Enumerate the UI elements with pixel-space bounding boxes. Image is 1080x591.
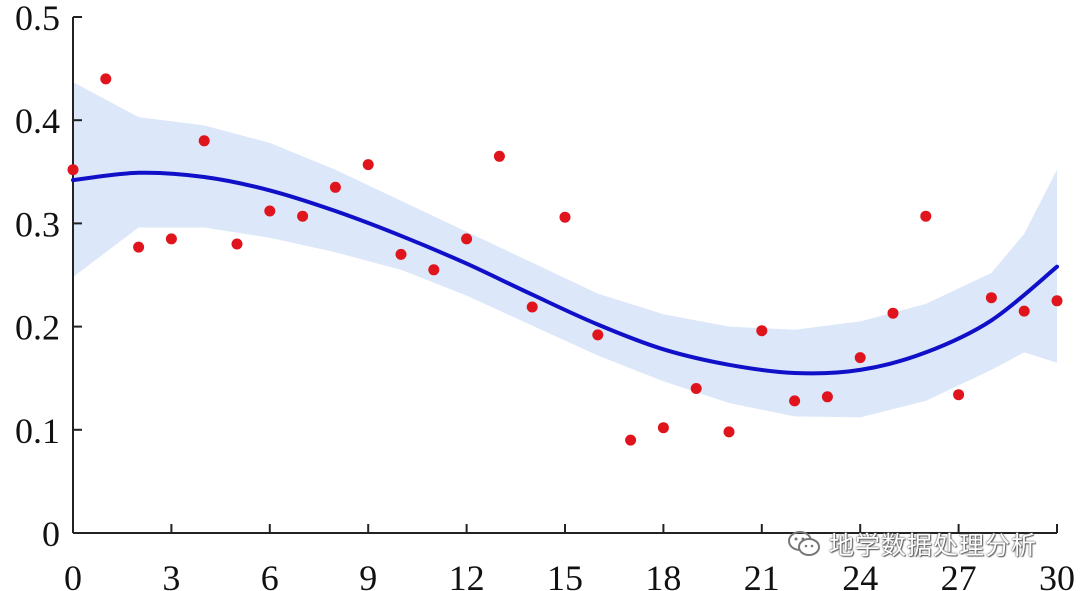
data-point — [428, 264, 440, 276]
x-tick-label: 24 — [842, 558, 878, 591]
confidence-band — [73, 82, 1057, 418]
data-point — [985, 292, 997, 304]
data-point — [821, 391, 833, 403]
data-point — [625, 434, 637, 446]
data-point — [264, 205, 276, 217]
axes — [72, 16, 1058, 534]
fit-line — [71, 170, 1059, 376]
y-tick-label: 0.4 — [15, 101, 60, 141]
data-point — [231, 238, 243, 250]
x-tick-label: 21 — [744, 558, 780, 591]
data-point — [297, 210, 309, 222]
data-points-layer — [67, 73, 1063, 446]
x-tick-label: 15 — [547, 558, 583, 591]
data-point — [493, 150, 505, 162]
y-tick-label: 0.1 — [15, 411, 60, 451]
tick-labels: 0 3 6 9 12 15 18 21 24 27 30 0 0.1 0.2 0.3 0.4 0.5 — [15, 0, 1075, 591]
fit-line-layer — [71, 170, 1059, 376]
y-tick-label: 0 — [42, 514, 60, 554]
watermark-text: 地学数据处理分析 — [829, 531, 1038, 560]
data-point — [526, 301, 538, 313]
data-point — [690, 383, 702, 394]
data-point — [657, 422, 669, 434]
x-tick-label: 6 — [261, 558, 279, 591]
data-point — [198, 135, 210, 147]
data-point — [887, 307, 899, 319]
data-point — [165, 233, 177, 245]
data-point — [592, 329, 604, 341]
data-point — [1018, 305, 1030, 317]
data-point — [756, 325, 768, 337]
data-point — [329, 181, 341, 193]
data-point — [133, 241, 145, 253]
x-tick-label: 18 — [645, 558, 681, 591]
data-point — [920, 210, 932, 222]
data-point — [559, 211, 571, 223]
confidence-band-layer — [73, 82, 1057, 418]
data-point — [953, 389, 965, 401]
data-point — [789, 395, 801, 407]
x-tick-label: 12 — [449, 558, 485, 591]
data-point — [461, 233, 473, 245]
x-tick-label: 27 — [941, 558, 977, 591]
watermark: 地学数据处理分析 — [787, 524, 1037, 564]
wechat-icon — [788, 531, 820, 556]
data-point — [395, 248, 407, 260]
data-point — [1051, 295, 1063, 307]
y-tick-label: 0.5 — [15, 0, 60, 38]
x-tick-label: 9 — [359, 558, 377, 591]
data-point — [100, 73, 112, 85]
data-point — [362, 159, 374, 171]
x-tick-label: 0 — [64, 558, 82, 591]
y-tick-label: 0.3 — [15, 204, 60, 244]
x-tick-label: 3 — [162, 558, 180, 591]
data-point — [723, 426, 735, 438]
data-point — [67, 164, 79, 176]
x-tick-label: 30 — [1039, 558, 1075, 591]
data-point — [854, 352, 866, 364]
y-tick-label: 0.2 — [15, 308, 60, 348]
